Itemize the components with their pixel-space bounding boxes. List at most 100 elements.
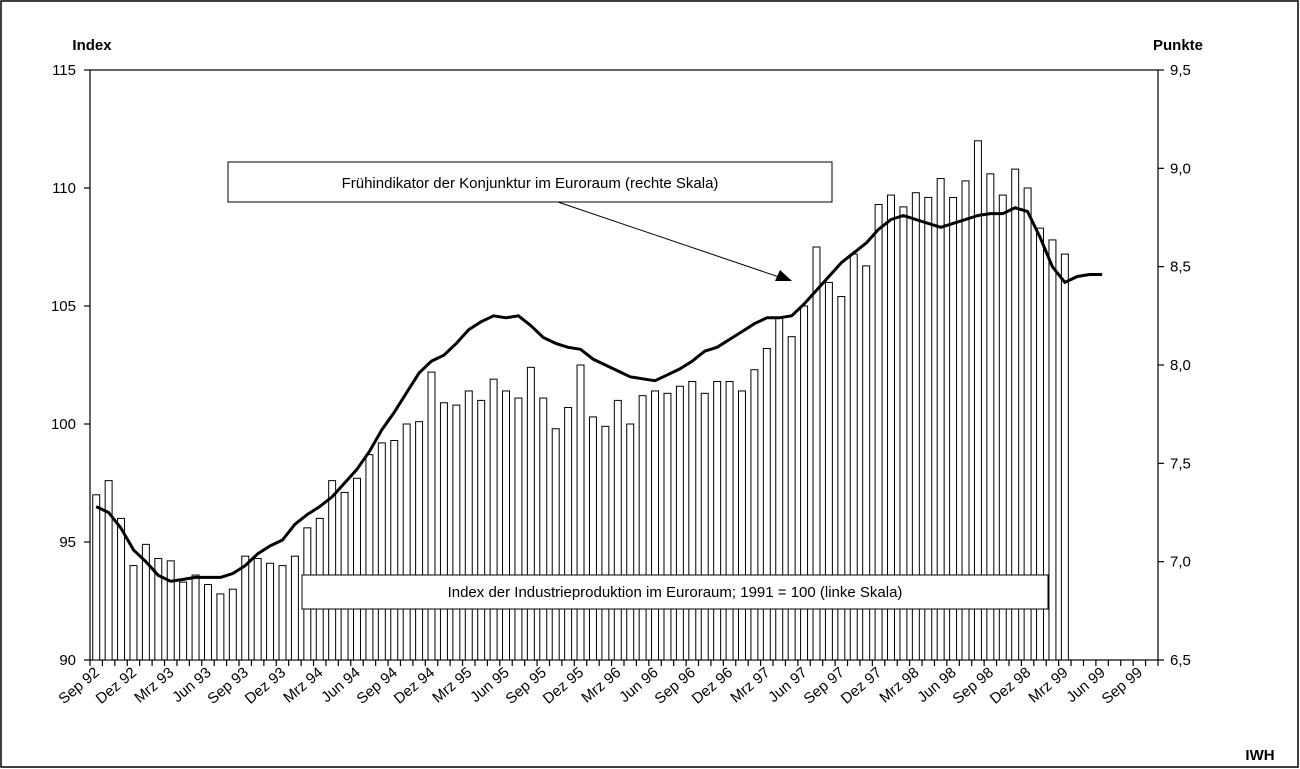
bar	[415, 421, 424, 661]
label-box	[227, 161, 833, 203]
bar	[452, 404, 461, 661]
label-box	[301, 574, 1049, 610]
bar	[613, 399, 622, 661]
x-tick-label: Sep 92	[55, 664, 102, 708]
bar	[762, 347, 771, 661]
bar	[514, 397, 523, 661]
line	[95, 206, 1103, 583]
x-tick-label: Sep 99	[1099, 664, 1146, 708]
bar	[911, 192, 920, 661]
bar	[1060, 253, 1069, 661]
bar	[998, 194, 1007, 661]
bar	[1048, 239, 1057, 661]
bar	[812, 246, 821, 661]
bar	[241, 555, 250, 661]
bar	[278, 565, 287, 661]
bar	[725, 381, 734, 661]
bar	[576, 364, 585, 661]
x-tick-label: Mrz 99	[1025, 664, 1071, 706]
bar	[626, 423, 635, 661]
y-tick-label: 90	[59, 652, 76, 669]
bar	[1036, 227, 1045, 661]
series-label: Frühindikator der Konjunktur im Euroraum…	[342, 175, 719, 192]
y2-tick-label: 8,5	[1170, 259, 1191, 276]
y-tick-label: 95	[59, 534, 76, 551]
bar	[117, 517, 126, 661]
bar	[961, 180, 970, 661]
bar	[353, 477, 361, 661]
bar	[526, 366, 535, 661]
x-tick-label: Sep 98	[950, 664, 997, 708]
bar	[837, 296, 846, 661]
y2-tick-label: 6,5	[1170, 652, 1191, 669]
bar	[141, 543, 150, 661]
bar	[439, 402, 448, 661]
y2-tick-label: 7,0	[1170, 554, 1191, 571]
y2-tick-label: 9,5	[1170, 62, 1191, 79]
bar	[266, 562, 275, 661]
bar	[787, 336, 796, 661]
bar	[737, 390, 746, 661]
bar	[539, 397, 548, 661]
bar	[502, 390, 511, 661]
x-tick-label: Sep 97	[801, 664, 848, 708]
y2-tick-label: 7,5	[1170, 455, 1191, 472]
x-tick-label: Sep 95	[502, 664, 549, 708]
bar	[290, 555, 299, 661]
bar	[228, 588, 237, 661]
bar	[328, 480, 337, 661]
x-tick-label: Mrz 94	[280, 664, 326, 706]
bar	[638, 395, 647, 661]
x-tick-label: Sep 94	[353, 664, 400, 708]
bar	[588, 416, 597, 661]
x-tick-label: Dez 95	[540, 664, 587, 708]
bar	[1023, 187, 1032, 661]
bar	[651, 390, 660, 661]
bar	[253, 558, 262, 661]
x-tick-label: Dez 92	[93, 664, 140, 708]
y2-tick-label: 9,0	[1170, 160, 1191, 177]
bar	[489, 378, 498, 661]
y2-axis-title: Punkte	[1153, 37, 1203, 54]
bar	[477, 399, 486, 661]
bar	[862, 265, 871, 661]
bar	[377, 442, 386, 661]
bar	[402, 423, 411, 661]
bar	[427, 371, 436, 661]
x-tick-label: Dez 97	[838, 664, 885, 708]
bar	[390, 440, 399, 661]
bar	[564, 406, 573, 661]
bar	[1011, 168, 1020, 661]
bar	[601, 425, 610, 661]
x-tick-label: Mrz 93	[131, 664, 177, 706]
bar	[824, 281, 833, 661]
bar	[191, 574, 200, 661]
bar	[154, 558, 163, 661]
x-tick-label: Mrz 95	[429, 664, 475, 706]
bar	[166, 560, 175, 661]
bar	[973, 140, 982, 661]
bar	[675, 385, 684, 661]
bar	[700, 392, 709, 661]
bar	[551, 428, 560, 661]
bar	[365, 454, 374, 661]
bar	[179, 581, 188, 661]
y-tick-label: 110	[52, 180, 76, 197]
y-tick-label: 105	[51, 298, 76, 315]
bar	[216, 593, 225, 661]
x-tick-label: Dez 98	[987, 664, 1034, 708]
bar	[986, 173, 995, 661]
bar	[750, 369, 759, 661]
series-label: Index der Industrieproduktion im Eurorau…	[448, 584, 903, 601]
x-tick-label: Dez 96	[689, 664, 736, 708]
bar	[936, 178, 945, 661]
bar	[899, 206, 908, 661]
x-tick-label: Sep 93	[204, 664, 251, 708]
bar	[713, 381, 722, 661]
x-tick-label: Mrz 96	[578, 664, 624, 706]
x-tick-label: Mrz 97	[727, 664, 773, 706]
x-tick-label: Sep 96	[652, 664, 699, 708]
bar	[129, 565, 138, 661]
